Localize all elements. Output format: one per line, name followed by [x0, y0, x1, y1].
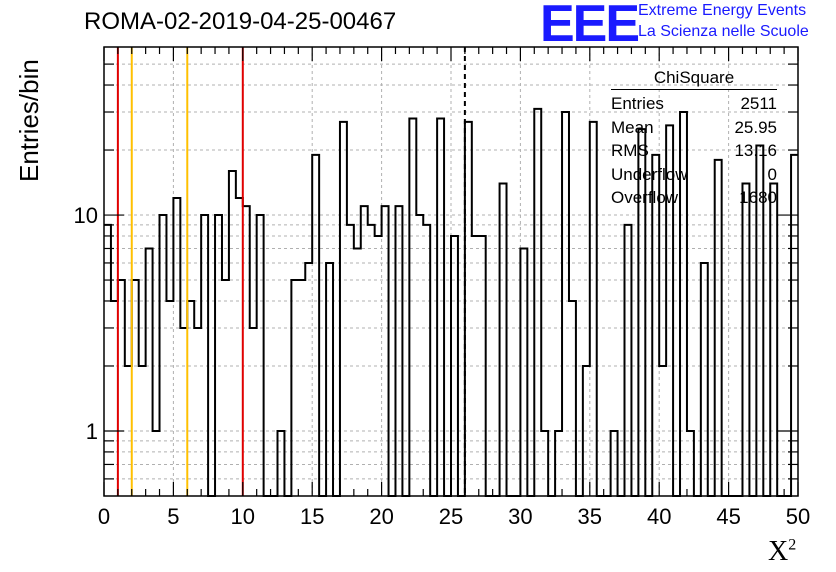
histogram-bin: [770, 183, 777, 496]
histogram-bin: [180, 328, 187, 496]
x-tick-label: 40: [647, 504, 671, 529]
histogram-bin: [701, 263, 708, 496]
x-tick-label: 35: [578, 504, 602, 529]
histogram-bin: [423, 225, 430, 496]
stats-value: 13.16: [734, 141, 777, 160]
histogram-bin: [201, 215, 208, 496]
x-tick-label: 5: [167, 504, 179, 529]
stats-row-overflow: Overflow 1680: [611, 186, 777, 210]
y-tick-label: 10: [74, 203, 98, 228]
histogram-bin: [625, 225, 632, 496]
x-tick-label: 20: [369, 504, 393, 529]
histogram-bin: [243, 206, 250, 496]
stats-row-underflow: Underflow 0: [611, 163, 777, 187]
histogram-bin: [298, 280, 305, 496]
histogram-bin: [187, 301, 194, 496]
y-axis-label: Entries/bin: [14, 59, 44, 182]
histogram-bin: [590, 122, 597, 496]
stats-row-entries: Entries 2511: [611, 92, 777, 116]
histogram-bin: [520, 248, 527, 496]
histogram-bin: [146, 248, 153, 496]
stats-row-rms: RMS 13.16: [611, 139, 777, 163]
logo-caption-1: Extreme Energy Events: [638, 2, 807, 19]
histogram-bin: [160, 215, 167, 496]
histogram-bin: [166, 301, 173, 496]
stats-title: ChiSquare: [611, 68, 777, 90]
histogram-bin: [111, 301, 118, 496]
histogram-bin: [229, 171, 236, 496]
histogram-bin: [291, 280, 298, 496]
grid-lines: [104, 47, 798, 496]
histogram-bin: [222, 280, 229, 496]
histogram-bin: [250, 328, 257, 496]
histogram-bin: [354, 248, 361, 496]
histogram-bin: [312, 155, 319, 496]
x-tick-label: 15: [300, 504, 324, 529]
histogram-bin: [132, 280, 139, 496]
eee-logo: EEE: [540, 0, 640, 53]
axis-ticks: [103, 47, 799, 496]
stats-value: 25.95: [734, 117, 777, 137]
x-axis-label-base: X: [768, 536, 789, 567]
histogram-bin: [215, 215, 222, 496]
stats-label: Overflow: [611, 188, 679, 207]
histogram-bin: [382, 206, 389, 496]
histogram-bin: [326, 263, 333, 496]
histogram-bin: [340, 122, 347, 496]
histogram-bin: [569, 301, 576, 496]
histogram-bin: [562, 112, 569, 496]
histogram-bin: [347, 225, 354, 496]
stats-row-mean: Mean 25.95: [611, 116, 777, 140]
histogram-bin: [409, 118, 416, 496]
histogram-bin: [465, 122, 472, 496]
histogram-bin: [194, 328, 201, 496]
histogram-bin: [437, 118, 444, 496]
x-tick-label: 45: [716, 504, 740, 529]
histogram-bin: [361, 206, 368, 496]
stats-label: Underflow: [611, 164, 688, 184]
histogram-bin: [791, 155, 798, 496]
histogram-bin: [104, 225, 111, 496]
histogram-bin: [416, 215, 423, 496]
axis-tick-labels: 0 5 10 15 20 25 30 35 40 45 50 1 10: [74, 203, 811, 529]
x-axis-label-sup: 2: [788, 536, 797, 554]
histogram-bin: [500, 183, 507, 496]
stats-box: ChiSquare Entries 2511 Mean 25.95 RMS 13.16…: [611, 68, 777, 210]
histogram-bin: [368, 225, 375, 496]
histogram-bin: [236, 198, 243, 496]
stats-label: RMS: [611, 141, 649, 160]
stats-value: 1680: [739, 188, 777, 207]
histogram-bin: [118, 280, 125, 496]
x-tick-label: 25: [439, 504, 463, 529]
histogram-bin: [742, 183, 749, 496]
reference-lines: [116, 47, 466, 496]
histogram-bin: [173, 198, 180, 496]
histogram-bin: [305, 263, 312, 496]
y-tick-label: 1: [86, 419, 98, 444]
stats-label: Mean: [611, 117, 654, 137]
x-tick-label: 50: [786, 504, 810, 529]
x-axis-label: X2: [768, 536, 796, 568]
x-tick-label: 30: [508, 504, 532, 529]
x-tick-label: 10: [231, 504, 255, 529]
histogram-bin: [257, 215, 264, 496]
histogram-bin: [534, 109, 541, 496]
stats-value: 2511: [740, 94, 777, 113]
chart-title: ROMA-02-2019-04-25-00467: [84, 8, 397, 35]
stats-label: Entries: [611, 94, 664, 113]
logo-caption-2: La Scienza nelle Scuole: [638, 23, 809, 40]
stats-value: 0: [767, 164, 777, 184]
x-tick-label: 0: [98, 504, 110, 529]
histogram-bin: [395, 206, 402, 496]
